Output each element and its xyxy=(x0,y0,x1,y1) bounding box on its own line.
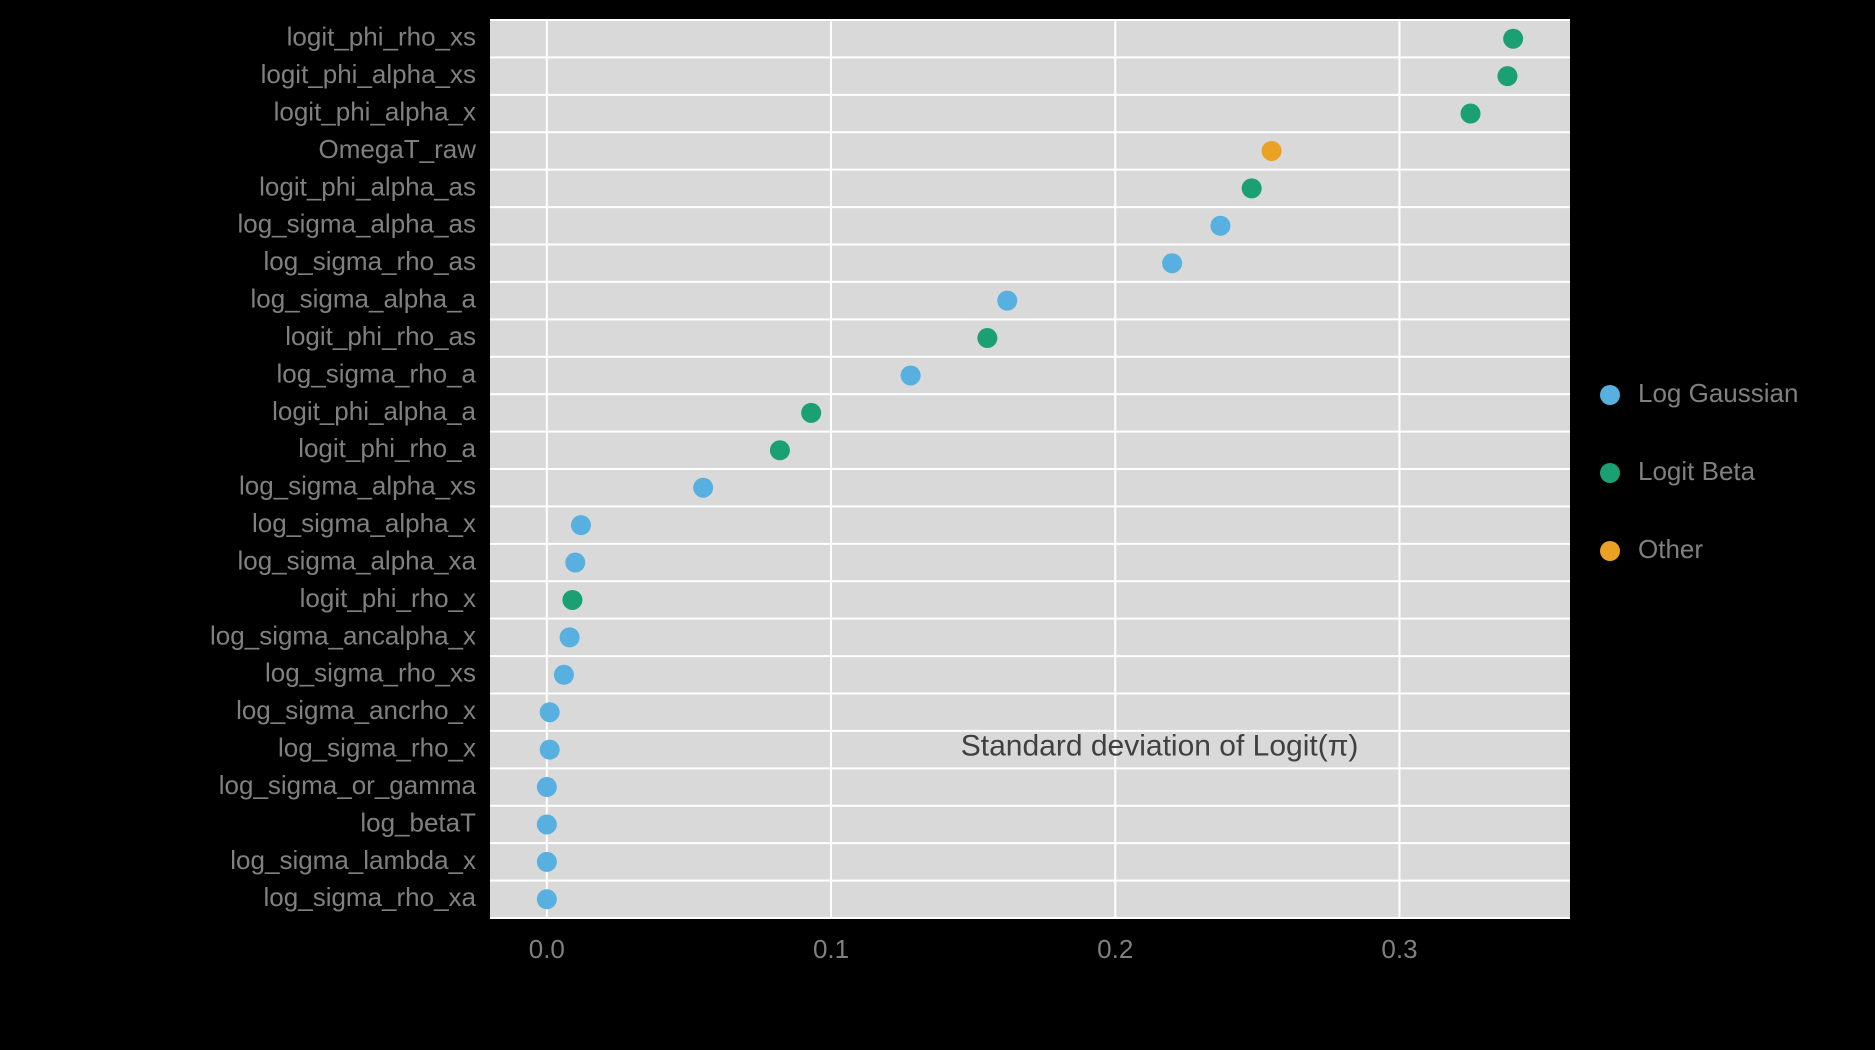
ytick-label: log_sigma_alpha_a xyxy=(250,284,476,314)
data-point xyxy=(693,478,713,498)
ytick-label: logit_phi_rho_as xyxy=(285,321,476,351)
data-point xyxy=(1503,29,1523,49)
data-point xyxy=(997,291,1017,311)
ytick-label: log_sigma_rho_xa xyxy=(264,882,477,912)
data-point xyxy=(770,440,790,460)
ytick-label: log_betaT xyxy=(360,807,476,837)
data-point xyxy=(537,852,557,872)
xtick-label: 0.3 xyxy=(1381,934,1417,964)
xtick-label: 0.0 xyxy=(529,934,565,964)
data-point xyxy=(565,553,585,573)
ytick-label: logit_phi_rho_a xyxy=(298,433,476,463)
data-point xyxy=(562,590,582,610)
chart-svg: logit_phi_rho_xs logit_phi_alpha_xs logit_… xyxy=(0,0,1875,1050)
ytick-label: log_sigma_or_gamma xyxy=(219,770,477,800)
data-point xyxy=(901,365,921,385)
data-point xyxy=(554,665,574,685)
legend-label: Other xyxy=(1638,534,1703,564)
data-point xyxy=(571,515,591,535)
ytick-label: logit_phi_alpha_as xyxy=(259,171,476,201)
chart-container: logit_phi_rho_xs logit_phi_alpha_xs logit_… xyxy=(0,0,1875,1050)
ytick-label: logit_phi_alpha_a xyxy=(272,396,476,426)
legend-marker xyxy=(1600,541,1620,561)
xtick-label: 0.1 xyxy=(813,934,849,964)
legend-label: Log Gaussian xyxy=(1638,378,1798,408)
ytick-label: logit_phi_alpha_x xyxy=(274,96,476,126)
ytick-label: logit_phi_rho_xs xyxy=(287,22,476,52)
ytick-label: log_sigma_alpha_as xyxy=(237,209,476,239)
data-point xyxy=(1242,178,1262,198)
ytick-label: log_sigma_ancrho_x xyxy=(236,695,476,725)
ytick-label: OmegaT_raw xyxy=(319,134,477,164)
ytick-label: log_sigma_rho_a xyxy=(277,358,477,388)
data-point xyxy=(560,627,580,647)
legend-label: Logit Beta xyxy=(1638,456,1756,486)
ytick-label: log_sigma_rho_xs xyxy=(265,658,476,688)
data-point xyxy=(801,403,821,423)
ytick-label: log_sigma_ancalpha_x xyxy=(210,620,476,650)
data-point xyxy=(1461,104,1481,124)
data-point xyxy=(537,889,557,909)
data-point xyxy=(1162,253,1182,273)
data-point xyxy=(977,328,997,348)
xtick-label: 0.2 xyxy=(1097,934,1133,964)
ytick-label: log_sigma_rho_x xyxy=(278,733,476,763)
data-point xyxy=(540,740,560,760)
ytick-label: logit_phi_rho_x xyxy=(300,583,476,613)
data-point xyxy=(537,777,557,797)
ytick-label: log_sigma_alpha_xs xyxy=(239,471,476,501)
ytick-label: log_sigma_alpha_x xyxy=(252,508,476,538)
ytick-label: log_sigma_rho_as xyxy=(264,246,476,276)
data-point xyxy=(537,814,557,834)
legend-marker xyxy=(1600,463,1620,483)
data-point xyxy=(1210,216,1230,236)
data-point xyxy=(1497,66,1517,86)
ytick-label: log_sigma_lambda_x xyxy=(230,845,476,875)
ytick-label: logit_phi_alpha_xs xyxy=(261,59,476,89)
data-point xyxy=(540,702,560,722)
x-axis-label: Standard deviation of Logit(π) xyxy=(961,730,1359,763)
ytick-label: log_sigma_alpha_xa xyxy=(237,545,476,575)
data-point xyxy=(1262,141,1282,161)
legend-marker xyxy=(1600,385,1620,405)
